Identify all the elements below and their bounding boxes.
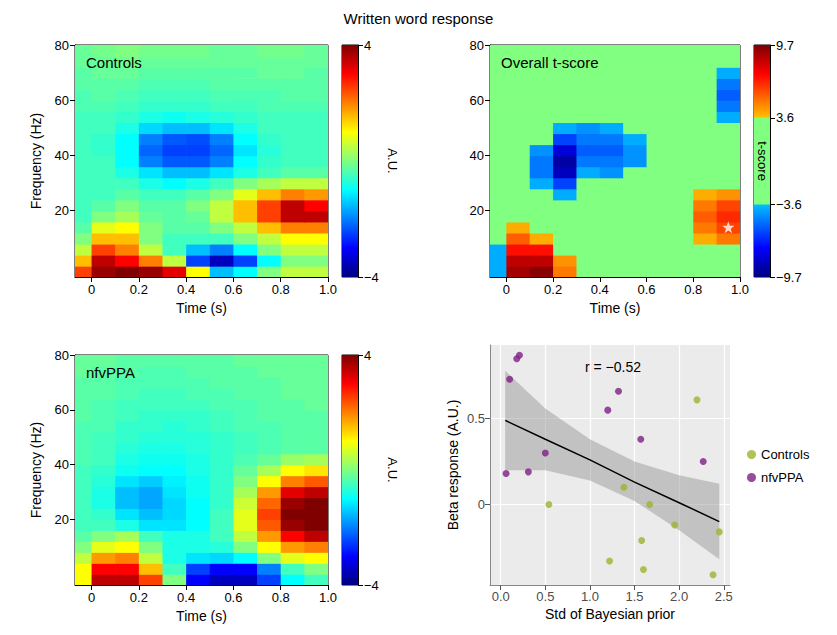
svg-text:1.0: 1.0 <box>581 589 599 604</box>
svg-text:A.U.: A.U. <box>385 148 400 173</box>
svg-text:80: 80 <box>470 38 484 53</box>
svg-text:0: 0 <box>88 282 95 297</box>
svg-text:4: 4 <box>364 348 371 363</box>
svg-text:0.2: 0.2 <box>544 282 562 297</box>
svg-text:0.0: 0.0 <box>492 589 510 604</box>
svg-text:−4: −4 <box>364 578 379 593</box>
svg-text:A.U.: A.U. <box>385 457 400 482</box>
svg-text:−4: −4 <box>364 270 379 285</box>
svg-text:0.8: 0.8 <box>272 590 290 605</box>
svg-text:0: 0 <box>503 282 510 297</box>
svg-text:nfvPPA: nfvPPA <box>761 470 804 485</box>
svg-text:0.6: 0.6 <box>224 590 242 605</box>
svg-text:0: 0 <box>478 497 485 512</box>
svg-text:Overall t-score: Overall t-score <box>501 54 599 71</box>
svg-text:40: 40 <box>55 457 69 472</box>
svg-text:0.4: 0.4 <box>177 590 195 605</box>
svg-text:Beta response (A.U.): Beta response (A.U.) <box>445 400 461 531</box>
svg-text:20: 20 <box>55 203 69 218</box>
svg-text:20: 20 <box>55 512 69 527</box>
svg-text:0.6: 0.6 <box>224 282 242 297</box>
svg-text:1.0: 1.0 <box>319 590 337 605</box>
svg-text:−9.7: −9.7 <box>776 270 802 285</box>
svg-text:1.5: 1.5 <box>625 589 643 604</box>
svg-text:20: 20 <box>470 203 484 218</box>
svg-text:t-score: t-score <box>755 141 770 181</box>
svg-text:60: 60 <box>55 93 69 108</box>
svg-text:9.7: 9.7 <box>776 38 794 53</box>
svg-text:0.4: 0.4 <box>177 282 195 297</box>
svg-text:nfvPPA: nfvPPA <box>86 364 135 381</box>
svg-text:0.5: 0.5 <box>536 589 554 604</box>
svg-text:2.5: 2.5 <box>715 589 733 604</box>
svg-text:0.4: 0.4 <box>591 282 609 297</box>
svg-text:Time (s): Time (s) <box>176 300 227 316</box>
svg-text:2.0: 2.0 <box>670 589 688 604</box>
svg-text:40: 40 <box>470 148 484 163</box>
svg-text:0.8: 0.8 <box>272 282 290 297</box>
svg-text:−3.6: −3.6 <box>776 197 802 212</box>
svg-text:3.6: 3.6 <box>776 110 794 125</box>
svg-text:0.2: 0.2 <box>130 282 148 297</box>
svg-text:Written word response: Written word response <box>344 10 494 27</box>
svg-text:Std of Bayesian prior: Std of Bayesian prior <box>545 606 675 622</box>
svg-text:Frequency (Hz): Frequency (Hz) <box>28 422 44 518</box>
svg-text:0.5: 0.5 <box>467 411 485 426</box>
svg-text:0.8: 0.8 <box>684 282 702 297</box>
svg-text:40: 40 <box>55 148 69 163</box>
svg-text:Controls: Controls <box>86 54 142 71</box>
svg-text:r = −0.52: r = −0.52 <box>585 359 641 375</box>
svg-text:Time (s): Time (s) <box>590 300 641 316</box>
svg-text:80: 80 <box>55 348 69 363</box>
svg-text:1.0: 1.0 <box>731 282 749 297</box>
svg-text:60: 60 <box>470 93 484 108</box>
svg-text:Controls: Controls <box>761 447 810 462</box>
svg-text:80: 80 <box>55 38 69 53</box>
svg-text:0: 0 <box>88 590 95 605</box>
svg-text:4: 4 <box>364 38 371 53</box>
svg-text:1.0: 1.0 <box>319 282 337 297</box>
svg-text:0.6: 0.6 <box>638 282 656 297</box>
svg-text:60: 60 <box>55 402 69 417</box>
svg-text:0.2: 0.2 <box>130 590 148 605</box>
svg-text:Frequency (Hz): Frequency (Hz) <box>28 113 44 209</box>
svg-text:Time (s): Time (s) <box>176 608 227 624</box>
